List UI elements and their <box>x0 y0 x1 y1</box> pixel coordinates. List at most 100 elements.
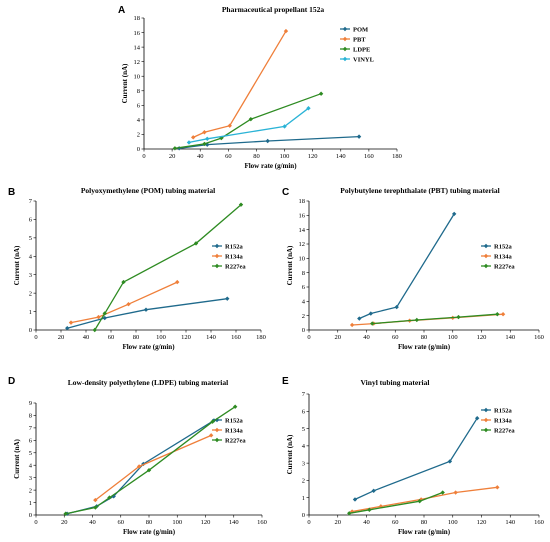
x-tick-label: 60 <box>392 334 399 341</box>
y-tick-label: 0 <box>302 512 305 519</box>
x-tick-label: 60 <box>225 153 232 160</box>
data-point <box>205 142 210 147</box>
legend-entry: PBT <box>340 36 366 43</box>
x-tick-label: 60 <box>118 519 125 526</box>
legend-entry: R227ea <box>481 427 515 434</box>
y-tick-label: 10 <box>134 73 141 80</box>
data-point <box>238 202 244 207</box>
y-tick-label: 4 <box>302 443 306 450</box>
chart-title: Vinyl tubing material <box>361 378 430 387</box>
y-tick-label: 3 <box>29 475 32 482</box>
legend-marker <box>214 243 220 249</box>
panel-letter: B <box>8 187 15 198</box>
legend-label: R152a <box>225 243 243 250</box>
data-point <box>371 488 376 493</box>
x-tick-label: 120 <box>477 334 487 341</box>
legend-marker <box>342 56 348 62</box>
x-tick-label: 160 <box>257 519 267 526</box>
x-axis-label: Flow rate (g/min) <box>398 528 451 536</box>
legend-marker <box>214 253 220 259</box>
x-tick-label: 100 <box>172 519 182 526</box>
y-axis-label: Current (nA) <box>286 245 294 285</box>
data-point <box>265 138 270 144</box>
y-tick-label: 7 <box>29 425 33 432</box>
legend-entry: POM <box>340 26 368 33</box>
y-tick-label: 9 <box>29 400 32 407</box>
legend-entry: R227ea <box>212 263 246 270</box>
legend-label: R227ea <box>225 263 246 270</box>
y-tick-label: 5 <box>302 426 305 433</box>
data-point <box>205 136 210 142</box>
y-tick-label: 4 <box>302 299 306 306</box>
series-r227ea <box>347 490 445 516</box>
data-point <box>440 490 445 495</box>
y-tick-label: 0 <box>302 327 305 334</box>
data-point <box>208 433 214 438</box>
series-r227ea <box>63 404 238 516</box>
legend-entry: R152a <box>481 407 512 414</box>
data-point <box>456 314 461 320</box>
data-point <box>495 485 500 490</box>
y-tick-label: 14 <box>299 227 306 234</box>
x-tick-label: 40 <box>363 519 370 526</box>
chart-title: Polyoxymethylene (POM) tubing material <box>81 186 215 195</box>
x-tick-label: 140 <box>206 334 216 341</box>
data-point <box>225 296 230 301</box>
legend-marker <box>214 263 220 269</box>
legend-label: POM <box>353 26 368 33</box>
x-tick-label: 60 <box>392 519 399 526</box>
y-tick-label: 0 <box>29 327 32 334</box>
data-point <box>352 497 358 502</box>
legend-label: R152a <box>494 243 512 250</box>
x-tick-label: 160 <box>231 334 241 341</box>
x-tick-label: 120 <box>308 153 318 160</box>
x-tick-label: 140 <box>336 153 346 160</box>
series-r227ea <box>92 202 244 333</box>
data-point <box>93 497 98 503</box>
legend-entry: R227ea <box>212 437 246 444</box>
x-tick-label: 180 <box>392 153 402 160</box>
legend-marker <box>214 417 220 423</box>
legend-marker <box>483 253 489 259</box>
x-tick-label: 80 <box>133 334 140 341</box>
chart-panel-c: C Polybutylene terephthalate (PBT) tubing… <box>282 186 544 351</box>
series-pbt <box>190 28 289 140</box>
legend-marker <box>342 36 348 42</box>
y-tick-label: 1 <box>29 309 32 316</box>
legend-label: R134a <box>225 253 243 260</box>
data-point <box>474 416 480 421</box>
data-point <box>232 404 238 409</box>
series-line <box>372 313 498 325</box>
legend-label: PBT <box>353 36 366 43</box>
x-tick-label: 80 <box>421 519 428 526</box>
data-point <box>349 509 355 514</box>
y-tick-label: 7 <box>29 198 33 205</box>
series-line <box>192 30 287 138</box>
y-axis-label: Current (nA) <box>286 434 294 474</box>
y-tick-label: 2 <box>302 313 305 320</box>
y-tick-label: 0 <box>29 512 32 519</box>
data-point <box>202 141 207 147</box>
data-point <box>248 116 254 122</box>
data-point <box>357 316 362 321</box>
series-r134a <box>68 279 180 325</box>
data-point <box>347 511 352 516</box>
data-point <box>417 498 422 504</box>
x-tick-label: 140 <box>505 519 515 526</box>
data-point <box>414 317 420 323</box>
y-tick-label: 3 <box>29 272 32 279</box>
data-point <box>447 459 453 464</box>
data-point <box>451 211 457 217</box>
data-point <box>349 322 355 328</box>
chart-title: Low-density polyethylene (LDPE) tubing m… <box>68 378 228 387</box>
y-tick-label: 10 <box>299 256 306 263</box>
legend-label: R134a <box>494 253 512 260</box>
x-tick-label: 40 <box>363 334 370 341</box>
y-tick-label: 1 <box>29 500 32 507</box>
y-tick-label: 12 <box>299 241 306 248</box>
x-tick-label: 20 <box>169 153 176 160</box>
series-line <box>94 204 242 331</box>
data-point <box>186 140 192 145</box>
y-tick-label: 2 <box>29 487 32 494</box>
x-tick-label: 0 <box>34 519 37 526</box>
